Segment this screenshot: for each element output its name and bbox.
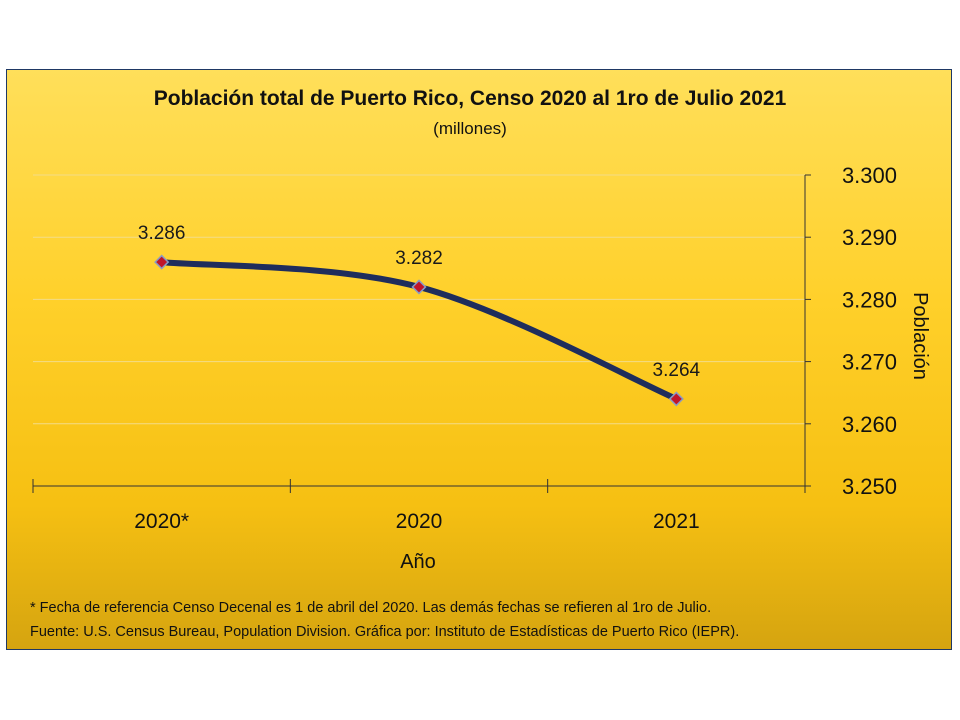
data-point [154,254,170,270]
y-tick-label: 3.290 [842,225,897,250]
y-tick-label: 3.250 [842,474,897,499]
data-label: 3.264 [653,360,701,381]
y-tick-label: 3.300 [842,163,897,188]
gridlines [33,174,805,425]
y-axis: 3.250 3.260 3.270 3.280 3.290 3.300 [804,163,897,499]
y-tick-label: 3.280 [842,287,897,312]
data-labels: 3.286 3.282 3.264 [138,223,701,381]
y-tick-label: 3.270 [842,350,897,375]
data-label: 3.282 [395,248,443,269]
x-tick-label: 2021 [653,510,700,533]
y-axis-title: Población [909,292,931,380]
data-label: 3.286 [138,223,186,244]
chart-title: Población total de Puerto Rico, Censo 20… [154,87,787,110]
footnote-source: Fuente: U.S. Census Bureau, Population D… [30,624,739,640]
footnote-date: * Fecha de referencia Censo Decenal es 1… [30,600,711,616]
x-tick-label: 2020* [134,510,189,533]
chart-frame [6,69,952,650]
data-point [411,279,427,295]
data-point [668,391,684,407]
chart-subtitle: (millones) [433,119,507,138]
x-axis-title: Año [400,551,436,573]
x-tick-label: 2020 [396,510,443,533]
data-points [154,254,684,407]
y-tick-label: 3.260 [842,412,897,437]
x-axis: 2020* 2020 2021 [32,479,806,533]
